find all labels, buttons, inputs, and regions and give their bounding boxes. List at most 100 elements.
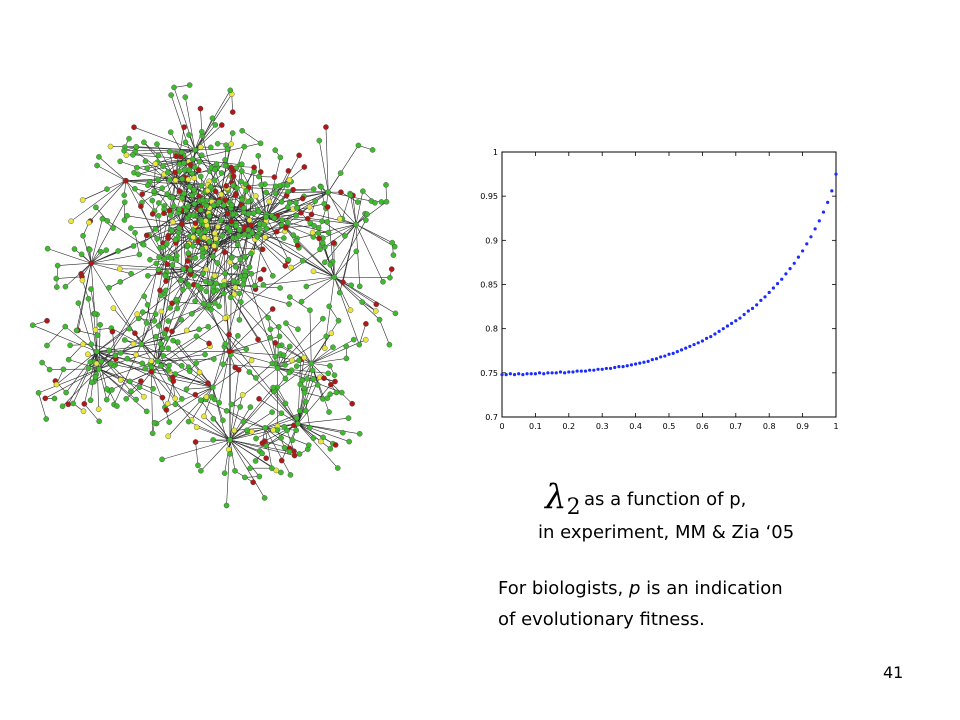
data-point [692,342,696,347]
x-tick-label: 0 [499,422,504,431]
data-point [600,367,604,371]
x-tick-label: 0.6 [696,422,709,431]
data-point [575,369,579,373]
x-tick-label: 0.2 [562,422,575,431]
data-point [571,370,575,374]
data-point [730,321,734,325]
data-point [746,309,750,313]
x-tick-label: 0.7 [729,422,742,431]
data-point [759,298,763,302]
data-point [763,295,767,299]
data-point [713,332,717,336]
data-point [529,372,533,376]
network-nodes [29,82,399,509]
lambda2-scatter-plot: 0 0.1 0.2 0.3 0.4 0.5 0.6 0.7 0.8 0.9 1 0.7 0.75 0.8 0… [480,148,838,431]
data-point [629,363,634,367]
data-point [784,272,788,276]
data-point [700,339,704,343]
data-point [775,282,780,286]
data-point [667,352,671,356]
caption-line-4: of evolutionary fitness. [498,609,705,630]
data-point [558,370,563,374]
data-point [550,371,554,375]
data-point [742,312,746,317]
data-point [684,346,688,350]
x-tick-label: 0.5 [663,422,676,431]
caption-line-2: in experiment, MM & Zia ‘05 [538,522,795,543]
data-point [830,189,834,193]
data-point [809,235,813,239]
x-tick-label: 0.4 [629,422,642,431]
data-point [617,365,621,369]
data-point [525,372,529,376]
y-tick-label: 1 [493,148,498,157]
y-tick-label: 0.85 [480,281,498,290]
data-point [638,361,642,365]
x-tick-label: 1 [833,422,838,431]
data-point [817,219,821,223]
data-point [533,372,537,376]
data-point [663,354,667,358]
data-point [646,359,650,363]
data-point [642,360,646,364]
data-point [650,357,654,362]
y-tick-label: 0.7 [485,413,498,422]
y-tick-label: 0.8 [485,325,498,334]
data-point [613,365,617,370]
data-point [738,316,742,320]
data-point [504,373,508,377]
data-point [679,348,684,352]
data-point [755,303,759,307]
x-tick-label: 0.3 [596,422,609,431]
data-point [654,357,659,361]
data-point [621,365,625,369]
x-tick-label: 0.8 [763,422,776,431]
x-tick-label: 0.1 [529,422,542,431]
data-point [725,324,730,328]
x-tick-label: 0.9 [796,422,809,431]
data-point [634,362,638,366]
data-point [826,200,830,204]
data-point [696,341,700,345]
page-number: 41 [883,663,904,682]
data-point [801,249,805,253]
data-point [608,366,613,371]
data-point [750,306,755,310]
data-point [780,277,784,281]
chart-points [500,172,838,377]
data-point [567,370,571,374]
data-point [721,327,725,331]
data-point [521,373,525,377]
data-point [659,355,663,359]
data-point [767,290,771,295]
data-point [563,371,567,375]
data-point [821,210,826,214]
plot-frame [501,151,837,418]
data-point [517,372,521,376]
data-point [604,366,608,371]
data-point [592,368,596,372]
data-point [625,364,629,368]
data-point [792,261,796,265]
data-point [554,371,558,375]
data-point [704,336,709,340]
data-point [788,267,792,271]
data-point [583,369,588,373]
network-graph-image [29,82,399,509]
data-point [805,242,809,246]
data-point [688,344,692,348]
data-point [796,255,801,259]
data-point [771,286,775,290]
data-point [675,350,679,354]
caption-line-1: as a function of p, [584,489,747,510]
data-point [671,351,675,355]
chart-ticks: 0 0.1 0.2 0.3 0.4 0.5 0.6 0.7 0.8 0.9 1 0.7 0.75 0.8 0… [480,148,838,431]
data-point [813,227,817,231]
data-point [542,372,546,376]
data-point [588,368,592,372]
data-point [579,369,583,373]
data-point [546,371,550,375]
data-point [709,335,713,339]
data-point [508,372,512,376]
data-point [537,371,542,375]
